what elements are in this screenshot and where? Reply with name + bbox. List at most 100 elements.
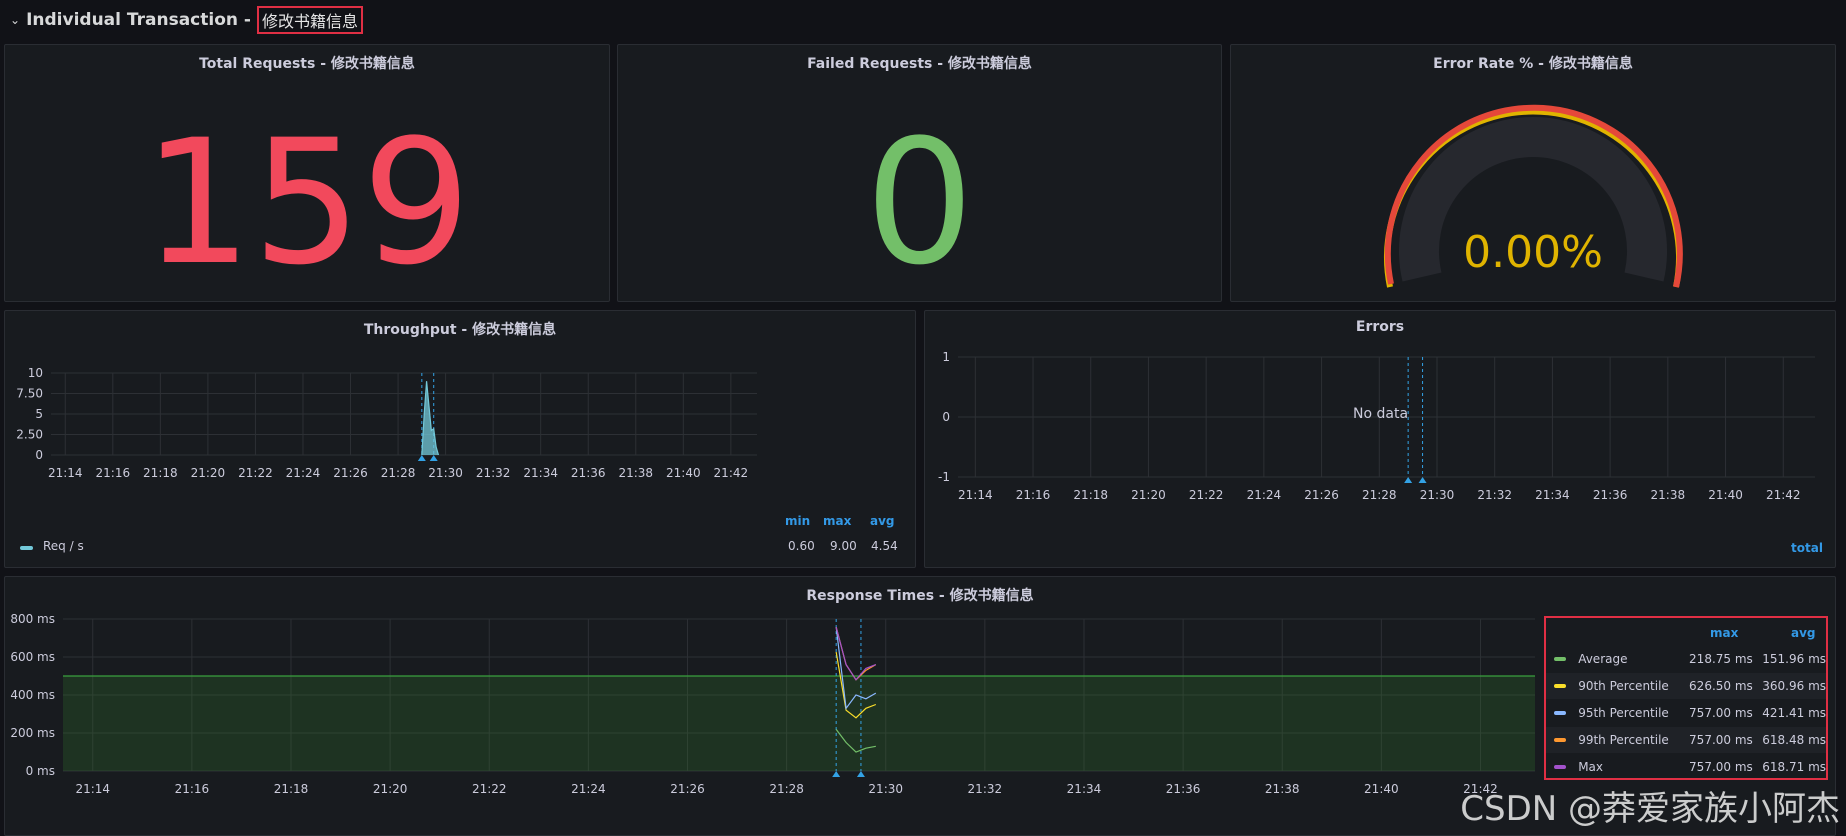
series-line-req-s bbox=[421, 381, 440, 456]
x-tick-label: 21:34 bbox=[523, 466, 558, 480]
legend-series-name[interactable]: Max bbox=[1578, 760, 1604, 774]
series-line-90th-percentile bbox=[835, 651, 877, 719]
x-tick-label: 21:14 bbox=[48, 466, 83, 480]
legend-min-value: 0.60 bbox=[788, 539, 815, 553]
panel-response-times[interactable]: Response Times - 修改书籍信息 0 ms 200 ms 400 ms… bbox=[4, 576, 1836, 836]
errors-chart[interactable]: -1 0 1 21:14 21:16 21:18 21:20 21:22 21:24 21:26 2… bbox=[925, 341, 1835, 561]
legend-row[interactable]: 99th Percentile 757.00 ms 618.48 ms bbox=[1546, 727, 1826, 753]
x-tick-label: 21:28 bbox=[769, 782, 804, 796]
legend-row[interactable]: Max 757.00 ms 618.71 ms bbox=[1546, 754, 1826, 780]
x-tick-label: 21:16 bbox=[1016, 488, 1051, 502]
legend-max-value: 757.00 ms bbox=[1689, 706, 1753, 720]
x-tick-label: 21:26 bbox=[1304, 488, 1339, 502]
x-tick-label: 21:22 bbox=[238, 466, 273, 480]
legend-swatch bbox=[20, 546, 33, 550]
annotation-marker-icon bbox=[1404, 477, 1413, 483]
response-times-chart[interactable]: 0 ms 200 ms 400 ms 600 ms 800 ms 21:14 21:16 21… bbox=[5, 603, 1545, 833]
x-tick-label: 21:18 bbox=[143, 466, 178, 480]
panel-title: Throughput - 修改书籍信息 bbox=[363, 322, 557, 338]
y-tick-label: 0 ms bbox=[26, 764, 55, 778]
legend-header-min[interactable]: min bbox=[785, 514, 811, 528]
legend-swatch bbox=[1554, 657, 1567, 661]
panel-errors[interactable]: Errors -1 0 1 21:14 21:16 21:18 21:20 21:22 21:2… bbox=[924, 310, 1836, 568]
x-tick-label: 21:20 bbox=[373, 782, 408, 796]
series-line-max bbox=[835, 627, 877, 681]
legend-header-avg[interactable]: avg bbox=[1791, 626, 1816, 640]
legend-series-name[interactable]: 95th Percentile bbox=[1578, 706, 1669, 720]
panel-title: Errors bbox=[1355, 319, 1405, 335]
annotation-marker-icon bbox=[856, 771, 865, 777]
x-tick-label: 21:42 bbox=[1766, 488, 1801, 502]
legend-max-value: 757.00 ms bbox=[1689, 733, 1753, 747]
y-tick-label: 10 bbox=[28, 366, 43, 380]
x-tick-label: 21:14 bbox=[958, 488, 993, 502]
annotation-marker-icon bbox=[1418, 477, 1427, 483]
y-tick-label: 800 ms bbox=[10, 612, 55, 626]
row-title: Individual Transaction - bbox=[26, 10, 251, 30]
x-tick-label: 21:22 bbox=[472, 782, 507, 796]
series-line-95th-percentile bbox=[835, 627, 877, 710]
y-tick-label: 200 ms bbox=[10, 726, 55, 740]
legend-header-max[interactable]: max bbox=[823, 514, 852, 528]
panel-title: Response Times - 修改书籍信息 bbox=[806, 588, 1034, 604]
x-tick-label: 21:18 bbox=[1073, 488, 1108, 502]
legend-avg-value: 4.54 bbox=[871, 539, 898, 553]
legend-avg-value: 618.71 ms bbox=[1762, 760, 1827, 774]
panel-throughput[interactable]: Throughput - 修改书籍信息 0 2.50 5 7.50 10 21:14 21:… bbox=[4, 310, 916, 568]
x-tick-label: 21:34 bbox=[1067, 782, 1102, 796]
legend-row[interactable]: Average 218.75 ms 151.96 ms bbox=[1546, 646, 1826, 672]
x-tick-label: 21:32 bbox=[1477, 488, 1512, 502]
annotation-marker-icon bbox=[429, 455, 438, 461]
x-tick-label: 21:24 bbox=[286, 466, 321, 480]
legend-series-name[interactable]: Average bbox=[1578, 652, 1628, 666]
y-tick-label: 600 ms bbox=[10, 650, 55, 664]
x-tick-label: 21:38 bbox=[1265, 782, 1300, 796]
error-rate-value: 0.00% bbox=[1463, 227, 1603, 278]
x-tick-label: 21:26 bbox=[333, 466, 368, 480]
x-tick-label: 21:32 bbox=[476, 466, 511, 480]
total-requests-value: 159 bbox=[142, 102, 472, 303]
x-tick-label: 21:26 bbox=[670, 782, 705, 796]
panel-total-requests[interactable]: Total Requests - 修改书籍信息 159 bbox=[4, 44, 610, 302]
legend-row[interactable]: 90th Percentile 626.50 ms 360.96 ms bbox=[1546, 673, 1826, 699]
x-tick-label: 21:38 bbox=[618, 466, 653, 480]
error-rate-gauge bbox=[1384, 104, 1683, 288]
x-tick-label: 21:32 bbox=[968, 782, 1003, 796]
row-header[interactable]: ⌄ Individual Transaction - 修改书籍信息 bbox=[10, 6, 363, 34]
legend-series-label[interactable]: Req / s bbox=[43, 539, 84, 553]
panel-title: Failed Requests - 修改书籍信息 bbox=[807, 56, 1032, 72]
panel-title: Error Rate % - 修改书籍信息 bbox=[1433, 56, 1633, 72]
legend-avg-value: 421.41 ms bbox=[1762, 706, 1827, 720]
x-tick-label: 21:40 bbox=[1364, 782, 1399, 796]
y-tick-label: 5 bbox=[35, 407, 43, 421]
legend-series-name[interactable]: 99th Percentile bbox=[1578, 733, 1669, 747]
panel-error-rate[interactable]: Error Rate % - 修改书籍信息 0.00% bbox=[1230, 44, 1836, 302]
legend-avg-value: 360.96 ms bbox=[1762, 679, 1827, 693]
annotation-marker-icon bbox=[832, 771, 841, 777]
x-tick-label: 21:34 bbox=[1535, 488, 1570, 502]
y-tick-label: 0 bbox=[942, 410, 950, 424]
throughput-chart[interactable]: 0 2.50 5 7.50 10 21:14 21:16 21:18 21:20 21:22 21:… bbox=[5, 341, 915, 541]
legend-header-total[interactable]: total bbox=[1791, 541, 1823, 555]
chevron-down-icon[interactable]: ⌄ bbox=[10, 13, 21, 27]
x-tick-label: 21:30 bbox=[868, 782, 903, 796]
x-tick-label: 21:38 bbox=[1651, 488, 1686, 502]
series-line-average bbox=[835, 729, 876, 753]
x-tick-label: 21:28 bbox=[381, 466, 416, 480]
legend-header-avg[interactable]: avg bbox=[870, 514, 895, 528]
x-tick-label: 21:22 bbox=[1189, 488, 1224, 502]
legend-swatch bbox=[1554, 711, 1567, 715]
y-tick-label: 7.50 bbox=[16, 387, 43, 401]
failed-requests-value: 0 bbox=[864, 102, 975, 303]
x-tick-label: 21:18 bbox=[274, 782, 309, 796]
y-tick-label: -1 bbox=[938, 470, 950, 484]
x-tick-label: 21:40 bbox=[666, 466, 701, 480]
legend-header-max[interactable]: max bbox=[1710, 626, 1739, 640]
panel-failed-requests[interactable]: Failed Requests - 修改书籍信息 0 bbox=[617, 44, 1222, 302]
response-legend-table: max avg Average 218.75 ms 151.96 ms 90th Pe… bbox=[1544, 616, 1828, 780]
x-tick-label: 21:16 bbox=[96, 466, 131, 480]
legend-series-name[interactable]: 90th Percentile bbox=[1578, 679, 1669, 693]
legend-row[interactable]: 95th Percentile 757.00 ms 421.41 ms bbox=[1546, 700, 1826, 726]
annotation-marker-icon bbox=[417, 455, 426, 461]
x-tick-label: 21:28 bbox=[1362, 488, 1397, 502]
